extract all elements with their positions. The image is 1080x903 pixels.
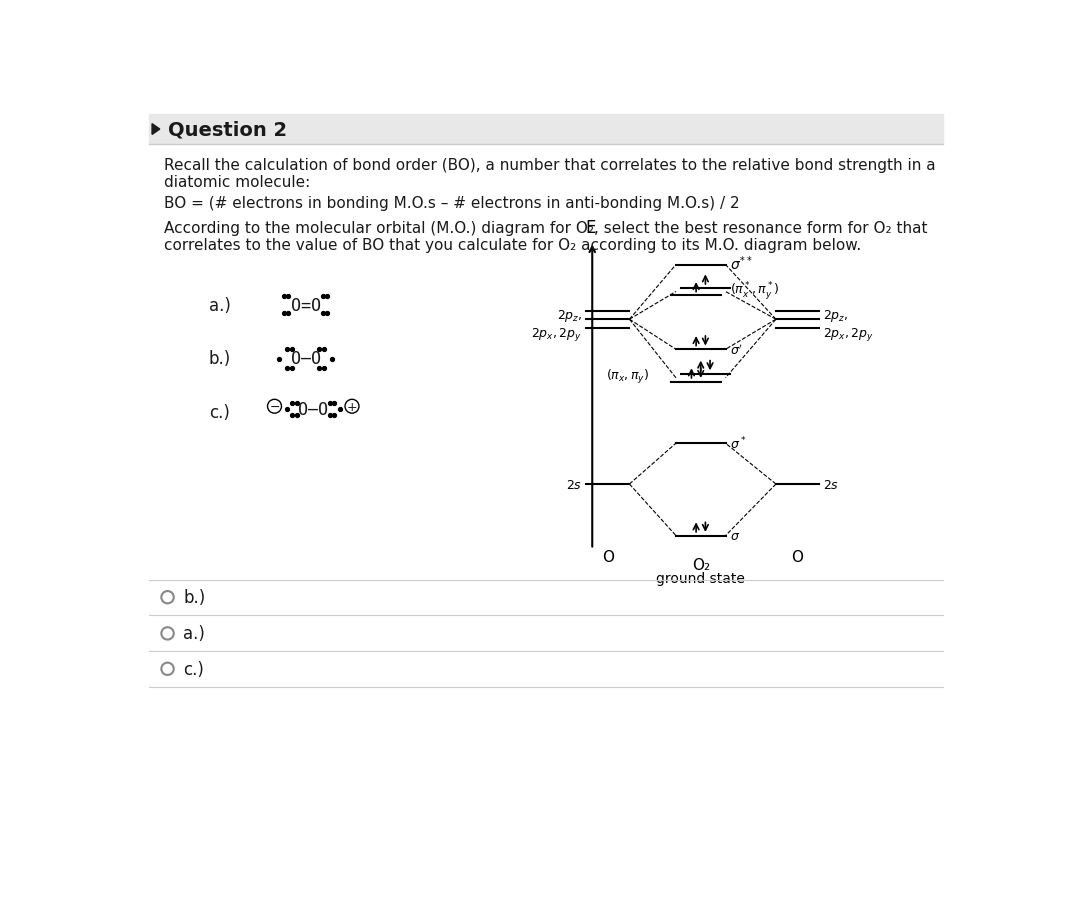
Text: $2p_x, 2p_y$: $2p_x, 2p_y$ bbox=[823, 326, 874, 343]
Text: −: − bbox=[269, 400, 280, 414]
Text: Question 2: Question 2 bbox=[167, 120, 286, 139]
Text: a.): a.) bbox=[208, 296, 230, 314]
Text: $2s$: $2s$ bbox=[566, 478, 582, 491]
Bar bbox=[149, 115, 943, 144]
Text: O=O: O=O bbox=[291, 296, 321, 314]
Text: c.): c.) bbox=[183, 660, 204, 678]
Text: Recall the calculation of bond order (BO), a number that correlates to the relat: Recall the calculation of bond order (BO… bbox=[164, 158, 936, 172]
Text: E: E bbox=[585, 219, 596, 237]
Text: correlates to the value of BO that you calculate for O₂ according to its M.O. di: correlates to the value of BO that you c… bbox=[164, 237, 862, 253]
Text: O–O: O–O bbox=[298, 401, 328, 419]
Text: c.): c.) bbox=[208, 404, 229, 422]
Text: ground state: ground state bbox=[657, 572, 745, 585]
Text: $\sigma'$: $\sigma'$ bbox=[730, 342, 743, 357]
Text: According to the molecular orbital (M.O.) diagram for O₂, select the best resona: According to the molecular orbital (M.O.… bbox=[164, 220, 928, 236]
Text: $2s$: $2s$ bbox=[823, 478, 839, 491]
Text: O: O bbox=[602, 550, 613, 565]
Text: $\sigma^{**}$: $\sigma^{**}$ bbox=[730, 254, 753, 272]
Text: $\sigma$: $\sigma$ bbox=[730, 529, 741, 543]
Text: O–O: O–O bbox=[291, 350, 321, 368]
Text: $(\pi_x, \pi_y)$: $(\pi_x, \pi_y)$ bbox=[606, 368, 649, 386]
Text: O₂: O₂ bbox=[691, 557, 710, 573]
Text: $(\pi_x^*, \pi_y^*)$: $(\pi_x^*, \pi_y^*)$ bbox=[730, 280, 780, 302]
Text: $2p_z,$: $2p_z,$ bbox=[823, 308, 849, 324]
Polygon shape bbox=[152, 125, 160, 135]
Text: b.): b.) bbox=[183, 589, 205, 607]
Text: a.): a.) bbox=[183, 625, 205, 643]
Text: $\sigma^*$: $\sigma^*$ bbox=[730, 435, 746, 452]
Text: BO = (# electrons in bonding M.O.s – # electrons in anti-bonding M.O.s) / 2: BO = (# electrons in bonding M.O.s – # e… bbox=[164, 196, 740, 211]
Text: $2p_x, 2p_y$: $2p_x, 2p_y$ bbox=[531, 326, 582, 343]
Text: b.): b.) bbox=[208, 350, 231, 368]
Text: +: + bbox=[347, 400, 357, 414]
Text: diatomic molecule:: diatomic molecule: bbox=[164, 174, 311, 190]
Text: O: O bbox=[792, 550, 804, 565]
Text: $2p_z,$: $2p_z,$ bbox=[556, 308, 582, 324]
